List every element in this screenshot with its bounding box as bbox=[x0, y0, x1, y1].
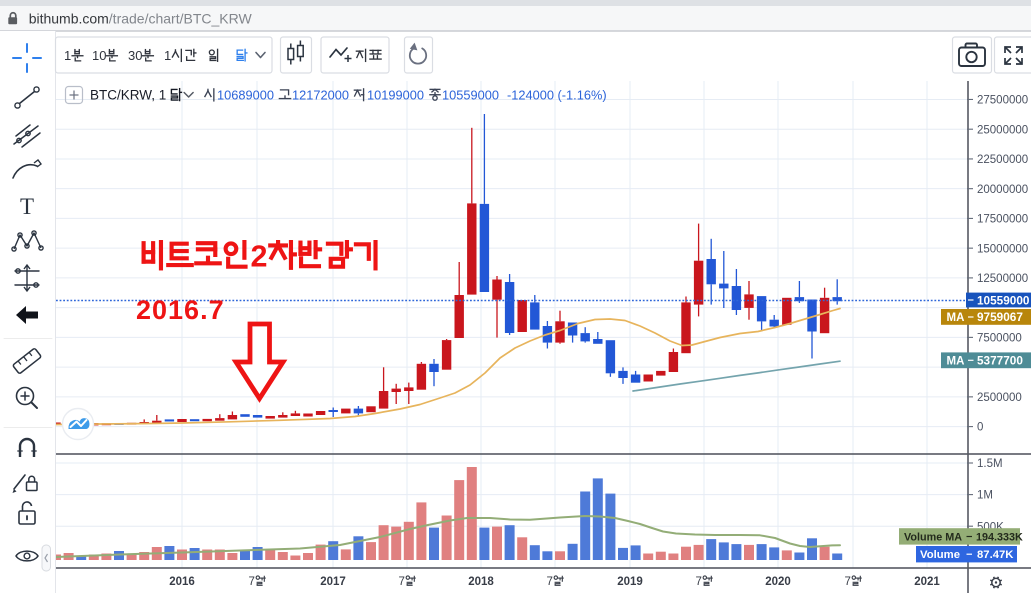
svg-text:27500000: 27500000 bbox=[977, 95, 1028, 107]
svg-text:1.5M: 1.5M bbox=[977, 458, 1003, 470]
svg-text:10689000: 10689000 bbox=[217, 88, 274, 103]
svg-text:1: 1 bbox=[64, 48, 71, 63]
svg-text:17500000: 17500000 bbox=[977, 214, 1028, 226]
svg-text:T: T bbox=[20, 194, 34, 219]
svg-text:1M: 1M bbox=[977, 490, 993, 502]
svg-text:1: 1 bbox=[164, 48, 171, 63]
svg-text:2019: 2019 bbox=[617, 576, 643, 588]
svg-text:7500000: 7500000 bbox=[977, 332, 1022, 344]
svg-text:30: 30 bbox=[128, 48, 142, 63]
svg-text:9759067: 9759067 bbox=[977, 310, 1023, 324]
svg-text:15000000: 15000000 bbox=[977, 243, 1028, 255]
svg-text:5377700: 5377700 bbox=[977, 354, 1023, 368]
svg-text:194.333K: 194.333K bbox=[976, 531, 1023, 543]
svg-text:7: 7 bbox=[845, 576, 851, 588]
svg-text:2: 2 bbox=[251, 240, 268, 274]
svg-text:-124000 (-1.16%): -124000 (-1.16%) bbox=[507, 88, 607, 103]
svg-text:0: 0 bbox=[977, 422, 983, 434]
svg-text:12172000: 12172000 bbox=[292, 88, 349, 103]
svg-text:7: 7 bbox=[399, 576, 405, 588]
svg-text:25000000: 25000000 bbox=[977, 124, 1028, 136]
svg-text:7: 7 bbox=[249, 576, 255, 588]
svg-text:10559000: 10559000 bbox=[977, 293, 1030, 307]
svg-text:2016.7: 2016.7 bbox=[136, 295, 225, 325]
svg-text:Volume MA: Volume MA bbox=[904, 531, 962, 543]
svg-text:2500000: 2500000 bbox=[977, 392, 1022, 404]
svg-text:MA: MA bbox=[947, 312, 965, 324]
svg-text:2018: 2018 bbox=[468, 576, 494, 588]
svg-text:2020: 2020 bbox=[765, 576, 791, 588]
svg-text:/trade/chart/BTC_KRW: /trade/chart/BTC_KRW bbox=[109, 11, 253, 27]
svg-text:22500000: 22500000 bbox=[977, 154, 1028, 166]
svg-text:12500000: 12500000 bbox=[977, 273, 1028, 285]
svg-text:BTC/KRW, 1: BTC/KRW, 1 bbox=[90, 88, 166, 103]
svg-text:10: 10 bbox=[92, 48, 106, 63]
svg-text:7: 7 bbox=[696, 576, 702, 588]
svg-text:MA: MA bbox=[947, 355, 965, 367]
svg-text:2017: 2017 bbox=[320, 576, 346, 588]
svg-text:2016: 2016 bbox=[169, 576, 195, 588]
svg-text:2021: 2021 bbox=[914, 576, 940, 588]
svg-text:Volume: Volume bbox=[920, 549, 960, 561]
svg-text:bithumb.com: bithumb.com bbox=[29, 11, 109, 27]
svg-text:10199000: 10199000 bbox=[367, 88, 424, 103]
svg-text:20000000: 20000000 bbox=[977, 184, 1028, 196]
svg-text:87.47K: 87.47K bbox=[977, 549, 1014, 561]
svg-text:7: 7 bbox=[547, 576, 553, 588]
svg-text:10559000: 10559000 bbox=[442, 88, 499, 103]
